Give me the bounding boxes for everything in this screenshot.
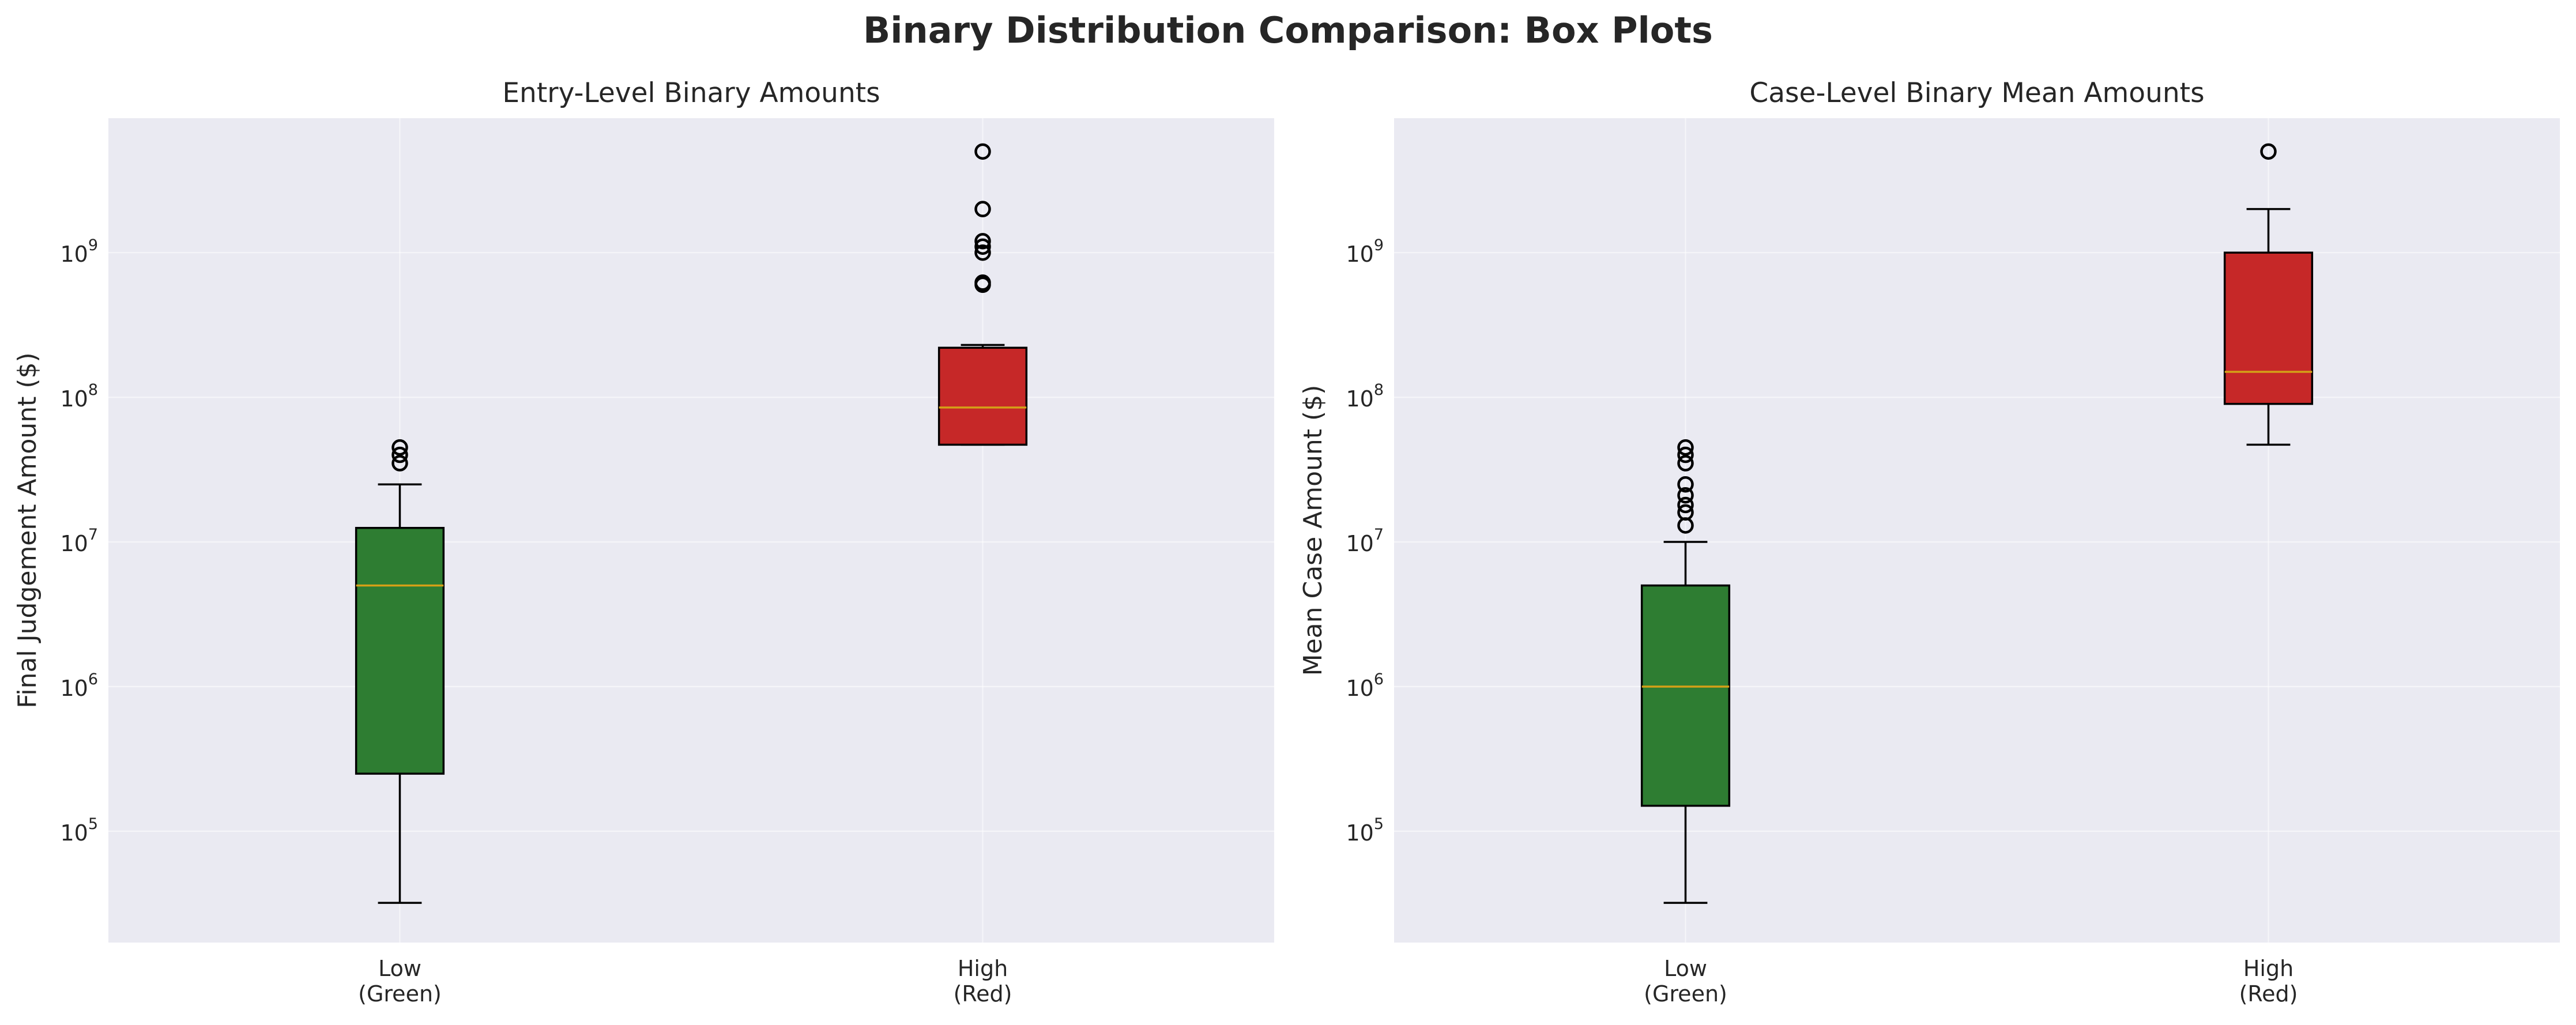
box-high — [937, 143, 1028, 446]
subplot-2: Case-Level Binary Mean Amounts Mean Case … — [1298, 77, 2560, 1007]
box-iqr — [1640, 584, 1731, 807]
outlier-point — [391, 446, 408, 463]
y-tick-label: 107 — [1346, 526, 1384, 556]
outlier-point — [974, 201, 991, 217]
outlier-point — [1677, 439, 1694, 456]
y-axis-label: Final Judgement Amount ($) — [13, 352, 42, 708]
x-tick-label: Low (Green) — [358, 956, 442, 1007]
y-tick-label: 105 — [1346, 815, 1384, 846]
y-tick-label: 106 — [60, 670, 98, 701]
plot-area — [108, 118, 1274, 943]
y-tick-label: 109 — [60, 236, 98, 267]
figure-title: Binary Distribution Comparison: Box Plot… — [863, 9, 1713, 51]
outlier-point — [974, 238, 991, 255]
outlier-point — [974, 233, 991, 250]
subplot-1: Entry-Level Binary Amounts Final Judgemen… — [13, 77, 1274, 1007]
outlier-point — [1677, 446, 1694, 463]
outlier-point — [974, 274, 991, 291]
outlier-point — [391, 439, 408, 456]
x-tick-label: Low (Green) — [1644, 956, 1727, 1007]
box-low — [355, 439, 445, 904]
subplot-title: Case-Level Binary Mean Amounts — [1749, 77, 2204, 109]
plot-area — [1394, 118, 2560, 943]
y-tick-label: 109 — [1346, 236, 1384, 267]
outlier-point — [974, 244, 991, 261]
x-tick-label: High (Red) — [954, 956, 1012, 1007]
y-tick-label: 107 — [60, 526, 98, 556]
y-axis-label: Mean Case Amount ($) — [1298, 385, 1328, 676]
y-tick-label: 106 — [1346, 670, 1384, 701]
outlier-point — [1677, 455, 1694, 472]
outlier-point — [1677, 504, 1694, 521]
y-tick-label: 105 — [60, 815, 98, 846]
outlier-point — [2260, 143, 2277, 160]
y-tick-label: 108 — [60, 381, 98, 412]
subplot-title: Entry-Level Binary Amounts — [502, 77, 880, 109]
outlier-point — [1677, 487, 1694, 504]
outlier-point — [974, 143, 991, 160]
box-iqr — [937, 346, 1028, 446]
box-high — [2223, 143, 2314, 446]
y-tick-label: 108 — [1346, 381, 1384, 412]
x-tick-label: High (Red) — [2239, 956, 2298, 1007]
box-iqr — [355, 526, 445, 775]
box-low — [1640, 439, 1731, 904]
outlier-point — [1677, 496, 1694, 514]
box-iqr — [2223, 251, 2314, 405]
subplots: Entry-Level Binary Amounts Final Judgemen… — [13, 77, 2560, 1007]
outlier-point — [1677, 476, 1694, 493]
outlier-point — [391, 455, 408, 472]
